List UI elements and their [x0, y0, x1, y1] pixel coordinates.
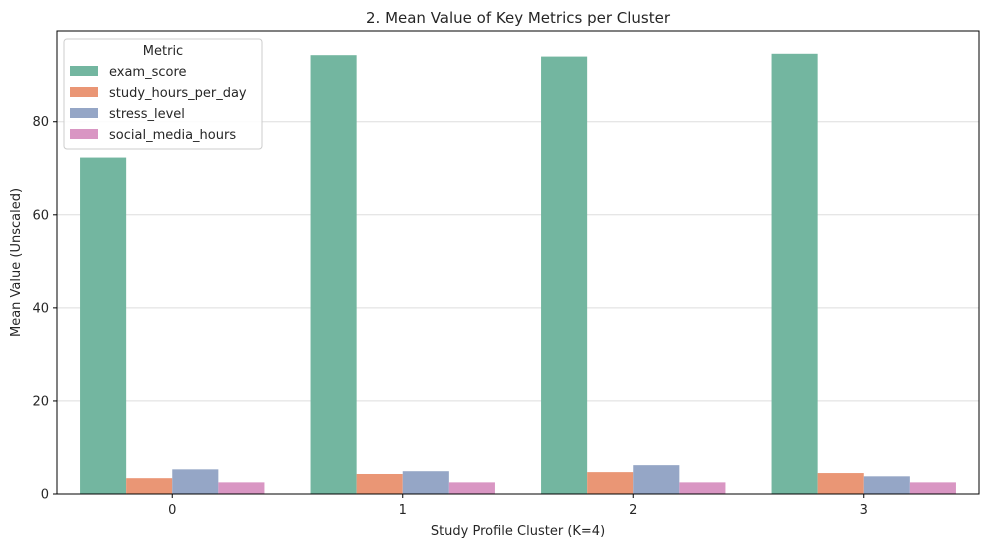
plot-frame	[56, 30, 980, 495]
legend: Metric exam_score study_hours_per_daystre…	[63, 38, 263, 150]
bar-study_hours_per_day-cluster-2	[587, 472, 634, 494]
bar-exam_score-cluster-0	[80, 157, 127, 494]
legend-swatch-study_hours_per_day	[70, 87, 98, 97]
bar-study_hours_per_day-cluster-1	[356, 473, 403, 494]
x-tick-label: 3	[860, 503, 868, 518]
y-axis-label: Mean Value (Unscaled)	[9, 188, 24, 337]
axes: 0 20 40 60 80 0 1 2 3	[32, 115, 867, 518]
bar-study_hours_per_day-cluster-3	[817, 473, 864, 494]
x-axis-label: Study Profile Cluster (K=4)	[431, 524, 605, 539]
bar-social_media_hours-cluster-3	[909, 482, 956, 494]
bar-exam_score-cluster-3	[771, 53, 818, 495]
bars	[80, 53, 956, 495]
bar-stress_level-cluster-2	[633, 465, 680, 494]
legend-swatch-stress_level	[70, 108, 98, 118]
bar-study_hours_per_day-cluster-0	[126, 478, 173, 494]
legend-swatch-exam_score	[70, 66, 98, 76]
legend-swatch-social_media_hours	[70, 129, 98, 139]
y-tick-label: 60	[32, 208, 49, 223]
y-tick-label: 80	[32, 115, 49, 130]
y-tick-label: 20	[32, 394, 49, 409]
legend-label-social_media_hours: social_media_hours	[109, 128, 236, 143]
bar-stress_level-cluster-1	[402, 471, 449, 494]
legend-label-stress_level: stress_level	[109, 107, 185, 122]
x-tick-label: 2	[629, 503, 637, 518]
x-tick-label: 0	[168, 503, 176, 518]
bar-social_media_hours-cluster-0	[218, 482, 265, 494]
x-tick-label: 1	[399, 503, 407, 518]
legend-title: Metric	[143, 44, 183, 59]
bar-stress_level-cluster-0	[172, 469, 219, 494]
legend-box	[63, 38, 263, 150]
bar-exam_score-cluster-2	[541, 56, 588, 495]
bar-social_media_hours-cluster-1	[448, 482, 495, 494]
bar-social_media_hours-cluster-2	[679, 482, 726, 494]
legend-label-exam_score: exam_score	[109, 65, 187, 80]
legend-items: exam_score study_hours_per_day stress_leve…	[70, 65, 247, 143]
bar-stress_level-cluster-3	[863, 476, 910, 494]
bar-exam_score-cluster-1	[310, 55, 357, 494]
y-tick-label: 40	[32, 301, 49, 316]
y-tick-label: 0	[41, 488, 49, 503]
legend-label-study_hours_per_day: study_hours_per_day	[109, 86, 247, 101]
chart-title: 2. Mean Value of Key Metrics per Cluster	[366, 9, 671, 27]
